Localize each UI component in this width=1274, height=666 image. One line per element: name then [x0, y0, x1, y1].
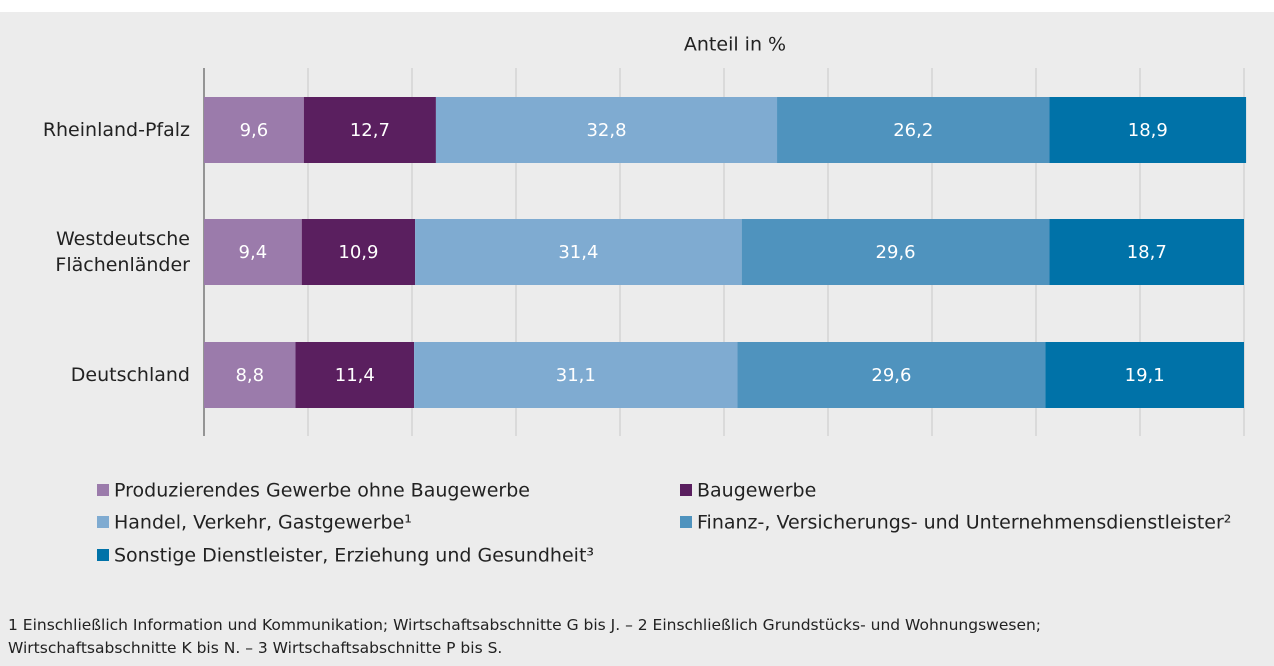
y-tick-label: Deutschland — [70, 364, 190, 386]
bar-segment — [204, 97, 304, 163]
bar-segment — [295, 342, 415, 408]
data-label: 10,9 — [338, 242, 378, 263]
legend-swatch — [97, 484, 109, 496]
legend-label: Handel, Verkehr, Gastgewerbe¹ — [114, 512, 412, 534]
legend-swatch — [97, 549, 109, 561]
y-tick-label: Rheinland-Pfalz — [42, 119, 190, 141]
bar-segment — [414, 342, 738, 408]
legend-swatch — [680, 484, 692, 496]
data-label: 18,7 — [1127, 242, 1167, 263]
top-strip — [0, 0, 1274, 12]
data-label: 29,6 — [876, 242, 916, 263]
data-label: 31,4 — [558, 242, 598, 263]
bar-segment — [737, 342, 1046, 408]
footnote: 1 Einschließlich Information und Kommuni… — [8, 616, 1042, 657]
legend-label: Produzierendes Gewerbe ohne Baugewerbe — [114, 480, 530, 502]
legend-label: Finanz-, Versicherungs- und Unternehmens… — [697, 512, 1231, 534]
data-label: 32,8 — [586, 120, 626, 141]
data-label: 12,7 — [350, 120, 390, 141]
bar-segment — [303, 97, 436, 163]
bar-segment — [1049, 97, 1247, 163]
data-label: 8,8 — [235, 365, 264, 386]
legend-swatch — [97, 516, 109, 528]
bar-segment — [1045, 342, 1244, 408]
bar-segment — [415, 219, 742, 285]
y-tick-label: Westdeutsche Flächenländer — [55, 228, 190, 276]
axis-label: Anteil in % — [684, 34, 786, 56]
legend-label: Baugewerbe — [697, 480, 816, 502]
bar-segment — [204, 219, 302, 285]
bar-segment — [204, 342, 296, 408]
data-label: 9,4 — [239, 242, 268, 263]
bar-segment — [741, 219, 1050, 285]
data-label: 9,6 — [240, 120, 269, 141]
legend-swatch — [680, 516, 692, 528]
data-label: 18,9 — [1128, 120, 1168, 141]
data-label: 31,1 — [556, 365, 596, 386]
bar-segment — [301, 219, 416, 285]
data-label: 26,2 — [893, 120, 933, 141]
data-label: 11,4 — [335, 365, 375, 386]
bar-segment — [777, 97, 1050, 163]
data-label: 29,6 — [871, 365, 911, 386]
legend-label: Sonstige Dienstleister, Erziehung und Ge… — [114, 545, 594, 567]
bar-segment — [1049, 219, 1244, 285]
bar-segment — [435, 97, 778, 163]
data-label: 19,1 — [1125, 365, 1165, 386]
